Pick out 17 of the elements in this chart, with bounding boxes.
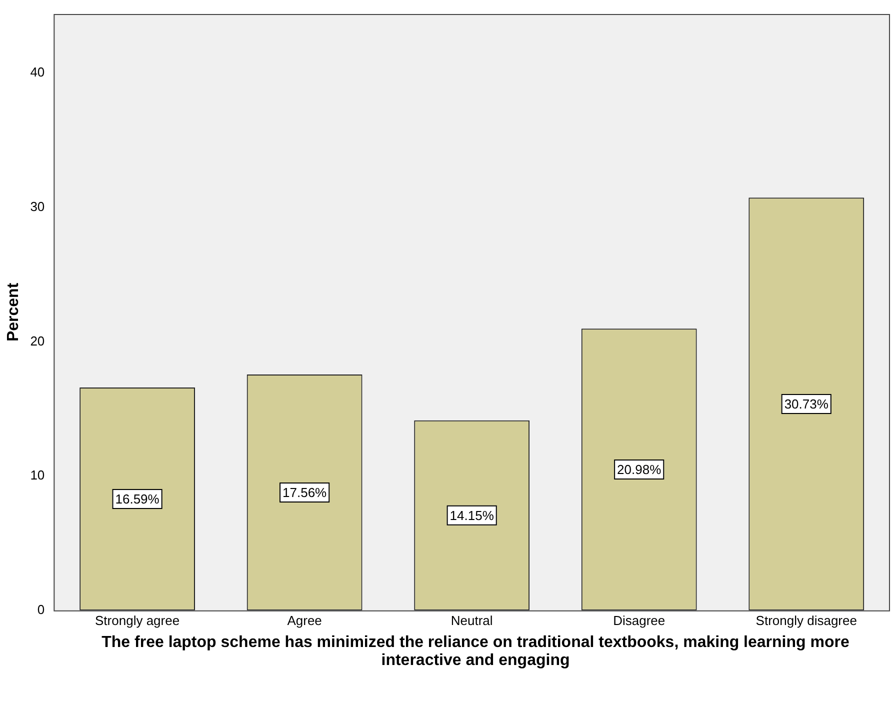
y-axis-title: Percent: [5, 282, 22, 342]
y-tick-label: 10: [30, 468, 45, 483]
y-tick-label: 20: [30, 333, 45, 348]
y-tick-label: 0: [37, 602, 45, 617]
x-tick-label: Strongly disagree: [756, 612, 857, 628]
data-label: 30.73%: [784, 396, 829, 412]
data-label: 20.98%: [617, 462, 662, 478]
x-tick-label: Agree: [287, 612, 322, 628]
y-tick-label: 30: [30, 199, 45, 214]
x-tick-label: Neutral: [450, 612, 493, 628]
data-label: 17.56%: [282, 485, 328, 500]
x-tick-label: Disagree: [613, 612, 666, 628]
x-axis-title: The free laptop scheme has minimized the reliance on traditional textbooks, making learning more interactive and engaging: [100, 634, 850, 670]
y-tick-label: 40: [30, 64, 45, 80]
data-label: 16.59%: [115, 492, 160, 507]
x-tick-label: Strongly agree: [95, 612, 180, 628]
data-label: 14.15%: [450, 508, 494, 523]
